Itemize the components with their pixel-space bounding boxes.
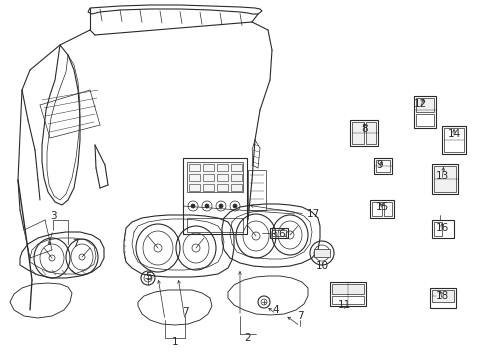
- Text: 10: 10: [316, 261, 329, 271]
- Bar: [248, 170, 266, 210]
- Bar: [374, 158, 392, 174]
- Bar: [203, 174, 214, 181]
- Text: 1: 1: [172, 337, 178, 347]
- Bar: [434, 166, 456, 192]
- Text: 16: 16: [436, 223, 449, 233]
- Bar: [270, 228, 288, 238]
- Bar: [231, 184, 242, 191]
- Bar: [332, 296, 364, 304]
- Text: 4: 4: [273, 305, 279, 315]
- Bar: [189, 174, 200, 181]
- Bar: [332, 284, 364, 294]
- Bar: [203, 184, 214, 191]
- Circle shape: [219, 204, 223, 208]
- Bar: [183, 158, 247, 234]
- Bar: [372, 202, 382, 216]
- Bar: [432, 290, 454, 302]
- Text: 14: 14: [447, 129, 461, 139]
- Bar: [432, 220, 454, 238]
- Bar: [376, 160, 390, 172]
- Bar: [416, 114, 434, 126]
- Bar: [416, 98, 434, 112]
- Bar: [189, 184, 200, 191]
- Bar: [384, 202, 392, 216]
- Bar: [432, 164, 458, 194]
- Bar: [189, 164, 200, 171]
- Text: 17: 17: [306, 209, 319, 219]
- Bar: [217, 184, 228, 191]
- Bar: [370, 200, 394, 218]
- Text: 7: 7: [182, 307, 188, 317]
- Text: 7: 7: [296, 311, 303, 321]
- Text: 18: 18: [436, 291, 449, 301]
- Text: 2: 2: [245, 333, 251, 343]
- Text: 9: 9: [377, 160, 383, 170]
- Bar: [444, 128, 464, 152]
- Text: 6: 6: [279, 229, 285, 239]
- Text: 7: 7: [72, 239, 78, 249]
- Text: 5: 5: [145, 272, 151, 282]
- Bar: [352, 122, 364, 144]
- Text: 11: 11: [338, 300, 351, 310]
- Circle shape: [191, 204, 195, 208]
- Bar: [187, 218, 243, 232]
- Bar: [231, 164, 242, 171]
- Text: 13: 13: [436, 171, 449, 181]
- Bar: [430, 288, 456, 308]
- Bar: [314, 249, 330, 257]
- Bar: [217, 174, 228, 181]
- Bar: [414, 96, 436, 128]
- Bar: [272, 230, 286, 236]
- Bar: [366, 122, 376, 144]
- Bar: [203, 164, 214, 171]
- Bar: [350, 120, 378, 146]
- Text: 3: 3: [49, 211, 56, 221]
- Circle shape: [233, 204, 237, 208]
- Bar: [442, 126, 466, 154]
- Circle shape: [205, 204, 209, 208]
- Bar: [217, 164, 228, 171]
- Text: 15: 15: [375, 202, 389, 212]
- Bar: [187, 162, 243, 192]
- Text: 12: 12: [414, 99, 427, 109]
- Bar: [434, 222, 442, 236]
- Text: 8: 8: [362, 124, 368, 134]
- Bar: [330, 282, 366, 306]
- Bar: [231, 174, 242, 181]
